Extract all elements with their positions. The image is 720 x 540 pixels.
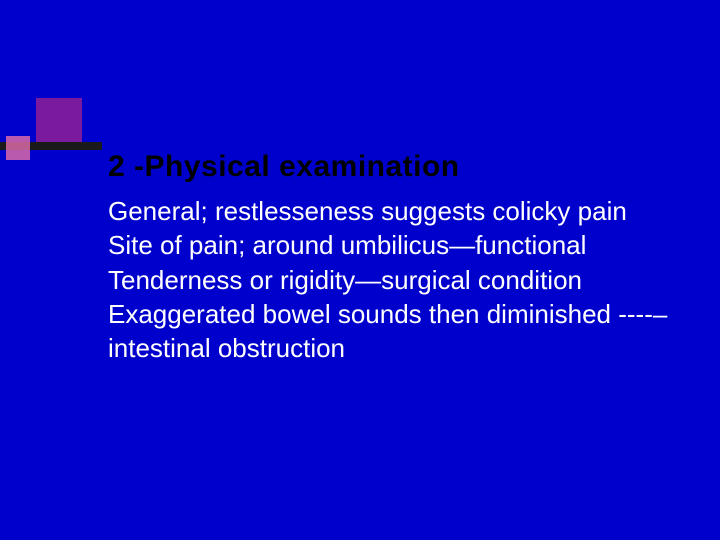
purple-square xyxy=(36,98,82,144)
slide-body: General; restlesseness suggests colicky … xyxy=(108,194,692,366)
slide-title: 2 -Physical examination xyxy=(108,150,692,184)
pink-square xyxy=(6,136,30,160)
corner-decoration xyxy=(0,98,110,168)
body-line: General; restlesseness suggests colicky … xyxy=(108,194,692,228)
slide-content: 2 -Physical examination General; restles… xyxy=(108,150,692,366)
body-line: Tenderness or rigidity—surgical conditio… xyxy=(108,263,692,297)
body-line: Site of pain; around umbilicus—functiona… xyxy=(108,228,692,262)
body-line: Exaggerated bowel sounds then diminished… xyxy=(108,297,692,366)
